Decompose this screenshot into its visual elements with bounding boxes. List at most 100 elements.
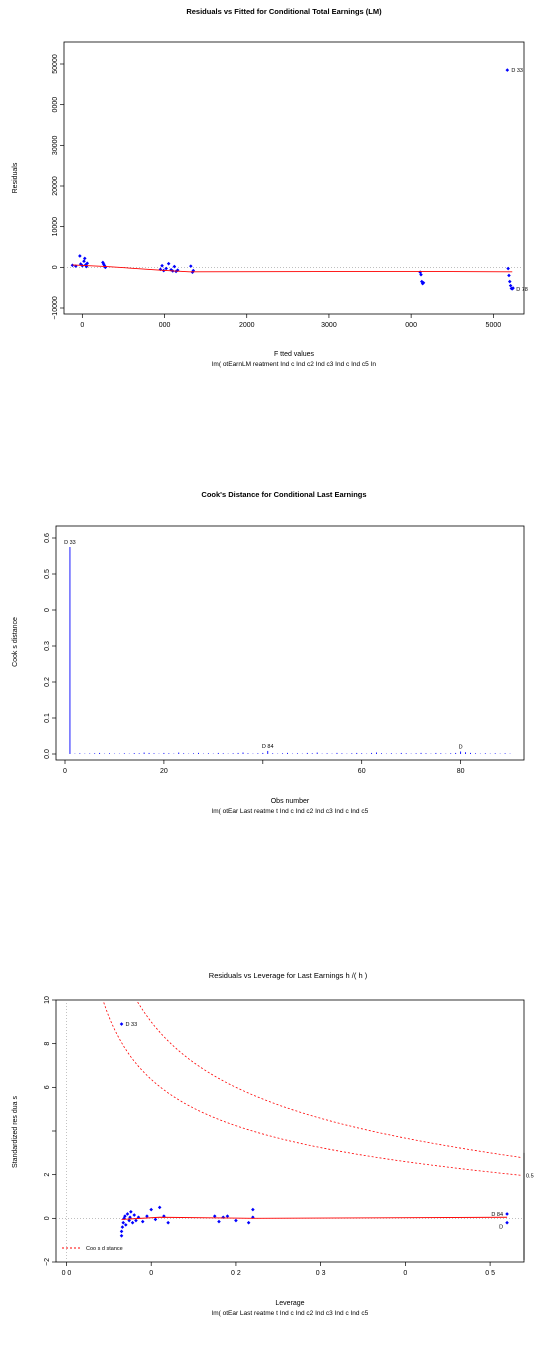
panel3-xtick-label: 0 — [149, 1270, 153, 1277]
panel2-xtick-label: 20 — [160, 768, 168, 775]
panel1-plot-box — [63, 41, 525, 315]
panel3-point — [130, 1220, 135, 1225]
panel3-point — [125, 1212, 130, 1216]
panel2-xlabel: Obs number — [271, 798, 310, 805]
panel1-point — [505, 68, 510, 72]
panel3-point — [157, 1205, 162, 1210]
panel3-point — [119, 1022, 124, 1026]
panel1-point — [189, 264, 193, 268]
panel3-ytick-label: 6 — [44, 1085, 51, 1089]
panel3-ytick-label: −2 — [44, 1258, 51, 1266]
panel1-point — [73, 264, 78, 268]
panel3-point — [145, 1214, 149, 1218]
panel2-xtick-label: 80 — [457, 768, 465, 775]
panel3-point — [119, 1229, 124, 1234]
panel3-point — [234, 1218, 238, 1223]
panel1-subtitle: lm( otEarnLM reatment Ind c Ind c2 Ind c… — [212, 361, 376, 368]
panel1-point — [419, 272, 423, 277]
panel3-point — [153, 1217, 158, 1222]
panel1-point — [82, 256, 87, 261]
panel3-ylabel: Standardized res dua s — [12, 1096, 19, 1168]
panel3-plot-box — [55, 999, 525, 1263]
panel3-point — [246, 1220, 251, 1225]
panel2-xtick-label: 0 — [63, 768, 67, 775]
panel3-point — [149, 1207, 153, 1212]
panel3-point — [129, 1209, 133, 1214]
panel2-ytick-label: 0.5 — [44, 569, 51, 579]
panel3-xtick-label: 0 2 — [231, 1270, 241, 1277]
panel1-ytick-label: 0 — [52, 265, 59, 269]
panel1-xlabel: F tted values — [274, 351, 315, 358]
panel3-ytick-label: 10 — [44, 996, 51, 1004]
panel1-smooth-line — [72, 264, 513, 273]
panel3-xtick-label: 0 0 — [62, 1270, 72, 1277]
panel2-ytick-label: 0.1 — [44, 713, 51, 723]
panel2-xtick-label: 60 — [358, 768, 366, 775]
panel3-cook-contour — [137, 1001, 521, 1158]
panel2-plot-box — [55, 525, 525, 761]
panel3-point — [212, 1214, 217, 1218]
panel3-point — [166, 1220, 170, 1225]
panel1-point — [78, 262, 83, 266]
cooks-distance-panel: Cook's Distance for Conditional Last Ear… — [12, 490, 525, 815]
panel2-point-label: D 33 — [64, 540, 76, 546]
panel2-ytick-label: 0.3 — [44, 641, 51, 651]
panel1-ytick-label: 50000 — [52, 54, 59, 74]
panel3-point — [123, 1214, 127, 1218]
panel3-point — [251, 1207, 255, 1212]
panel1-point — [508, 283, 513, 288]
panel3-point — [121, 1220, 126, 1225]
panel3-ytick-label: 8 — [44, 1042, 51, 1046]
panel1-point-label: D 33 — [511, 68, 523, 74]
panel1-point — [507, 273, 511, 278]
panel3-point — [140, 1219, 145, 1224]
residuals-vs-leverage-panel: Residuals vs Leverage for Last Earnings … — [12, 971, 534, 1317]
panel1-point — [511, 286, 515, 290]
panel3-ytick-label: 0 — [44, 1216, 51, 1220]
panel1-point — [172, 264, 177, 269]
panel2-ytick-label: 0.6 — [44, 533, 51, 543]
panel1-point — [101, 262, 106, 266]
panel1-xtick-label: 2000 — [239, 322, 255, 329]
panel3-point — [505, 1212, 509, 1216]
panel1-point-label: D 78 — [516, 287, 528, 293]
panel1-point — [82, 259, 86, 264]
panel3-point — [128, 1215, 132, 1220]
panel2-ytick-label: 0 — [44, 608, 51, 612]
panel3-point — [123, 1223, 128, 1227]
panel1-point — [421, 280, 426, 285]
panel1-xtick-label: 000 — [159, 322, 171, 329]
panel1-xtick-label: 3000 — [321, 322, 337, 329]
panel2-ytick-label: 0.2 — [44, 677, 51, 687]
legend: Coo s d stance — [62, 1246, 123, 1252]
residuals-vs-fitted-panel: Residuals vs Fitted for Conditional Tota… — [12, 7, 528, 368]
panel1-point — [506, 266, 510, 271]
panel1-point — [160, 263, 164, 268]
panel2-point-label: D 84 — [262, 744, 274, 750]
panel3-point — [127, 1218, 131, 1223]
panel1-point — [191, 268, 196, 273]
panel1-ytick-label: 20000 — [52, 176, 59, 196]
panel1-ytick-label: 10000 — [52, 217, 59, 237]
panel1-point — [78, 254, 82, 258]
panel3-point — [505, 1220, 509, 1225]
panel3-ytick-label: 2 — [44, 1173, 51, 1177]
legend-label: Coo s d stance — [86, 1246, 123, 1252]
panel2-subtitle: lm( otEar Last reatme t Ind c Ind c2 Ind… — [212, 808, 369, 815]
panel1-point — [418, 270, 422, 275]
panel1-xtick-label: 0 — [80, 322, 84, 329]
panel1-ytick-label: 30000 — [52, 135, 59, 155]
panel2-title: Cook's Distance for Conditional Last Ear… — [201, 490, 366, 499]
panel1-point — [103, 265, 108, 270]
panel3-point — [132, 1213, 137, 1217]
panel3-cook-level-label: 0.5 — [526, 1174, 534, 1180]
panel1-point — [164, 266, 168, 271]
panel1-ytick-label: 0000 — [52, 97, 59, 113]
panel3-xtick-label: 0 3 — [316, 1270, 326, 1277]
panel3-point — [217, 1219, 221, 1224]
panel3-point-label: D 84 — [491, 1212, 503, 1218]
panel1-point — [166, 261, 171, 266]
panel3-xtick-label: 0 — [403, 1270, 407, 1277]
panel2-ytick-label: 0.0 — [44, 749, 51, 759]
